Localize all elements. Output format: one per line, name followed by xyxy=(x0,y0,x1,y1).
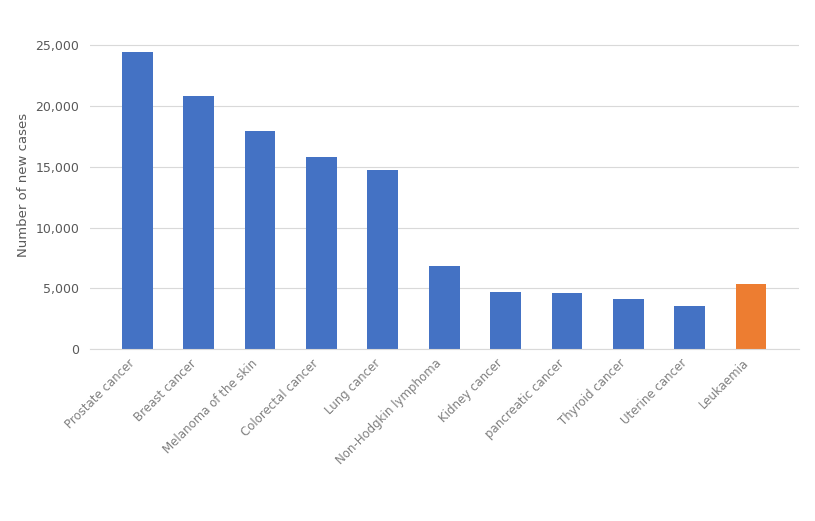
Bar xyxy=(122,53,152,349)
Bar xyxy=(244,131,275,349)
Bar xyxy=(368,170,399,349)
Bar xyxy=(183,96,214,349)
Bar xyxy=(613,299,644,349)
Bar xyxy=(429,266,460,349)
Bar xyxy=(736,284,766,349)
Bar xyxy=(306,157,337,349)
Y-axis label: Number of new cases: Number of new cases xyxy=(17,113,30,257)
Bar xyxy=(490,292,521,349)
Bar xyxy=(552,293,582,349)
Bar xyxy=(674,306,705,349)
